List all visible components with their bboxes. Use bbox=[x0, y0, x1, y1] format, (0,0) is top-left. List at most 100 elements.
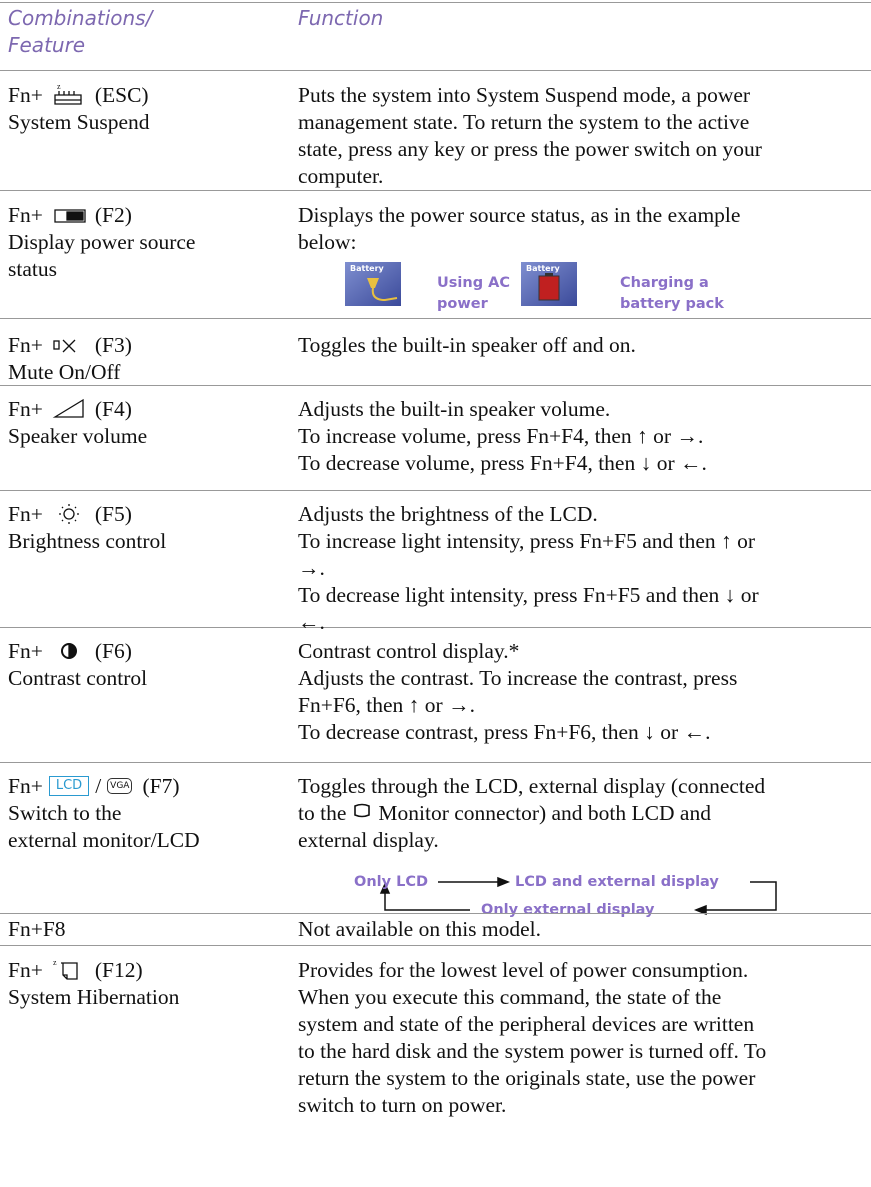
function-text: Displays the power source status, as in … bbox=[298, 203, 741, 227]
header-col2: Function bbox=[298, 6, 384, 30]
key-combo: Fn+ z (F12) bbox=[8, 957, 143, 983]
row-rule bbox=[0, 70, 871, 71]
function-text: Adjusts the brightness of the LCD. bbox=[298, 502, 598, 526]
key-prefix: Fn+ bbox=[8, 639, 43, 663]
key-suffix: (F12) bbox=[94, 958, 143, 982]
row-rule bbox=[0, 762, 871, 763]
function-text: To decrease light intensity, press Fn+F5… bbox=[298, 583, 759, 607]
function-text: Puts the system into System Suspend mode… bbox=[298, 83, 751, 107]
row-rule bbox=[0, 318, 871, 319]
key-combo: Fn+ (F3) bbox=[8, 332, 132, 358]
function-text: state, press any key or press the power … bbox=[298, 137, 762, 161]
key-combo: Fn+ (F4) bbox=[8, 396, 132, 422]
function-text: To decrease volume, press Fn+F4, then ↓ … bbox=[298, 451, 707, 475]
key-suffix: (F5) bbox=[94, 502, 132, 526]
function-text: Contrast control display.* bbox=[298, 639, 520, 663]
header-col1: Feature bbox=[8, 33, 86, 57]
function-text: When you execute this command, the state… bbox=[298, 985, 722, 1009]
diagram-label: Only external display bbox=[481, 902, 655, 918]
row-rule bbox=[0, 385, 871, 386]
feature-name: external monitor/LCD bbox=[8, 828, 200, 852]
function-text: management state. To return the system t… bbox=[298, 110, 750, 134]
function-text: Monitor connector) and both LCD and bbox=[378, 801, 711, 825]
key-prefix: Fn+ bbox=[8, 333, 43, 357]
status-caption: power bbox=[437, 296, 488, 312]
function-text: To decrease contrast, press Fn+F6, then … bbox=[298, 720, 711, 744]
feature-name: System Suspend bbox=[8, 110, 150, 134]
key-suffix: (F6) bbox=[94, 639, 132, 663]
key-prefix: Fn+ bbox=[8, 774, 43, 798]
key-suffix: (F2) bbox=[94, 203, 132, 227]
feature-name: Brightness control bbox=[8, 529, 167, 553]
key-suffix: (F4) bbox=[94, 397, 132, 421]
function-text: switch to turn on power. bbox=[298, 1093, 507, 1117]
key-combo: Fn+ z (ESC) bbox=[8, 82, 149, 108]
key-prefix: Fn+ bbox=[8, 203, 43, 227]
key-combo: Fn+ (F6) bbox=[8, 638, 132, 664]
status-image: Battery bbox=[345, 262, 401, 306]
function-text: Toggles the built-in speaker off and on. bbox=[298, 333, 636, 357]
row-rule bbox=[0, 627, 871, 628]
diagram-label: Only LCD bbox=[354, 874, 429, 890]
svg-text:z: z bbox=[53, 958, 57, 967]
key-prefix: Fn+ bbox=[8, 958, 43, 982]
row-rule bbox=[0, 945, 871, 946]
key-text: Fn+F8 bbox=[8, 917, 66, 941]
svg-text:z: z bbox=[57, 82, 61, 91]
function-text: below: bbox=[298, 230, 357, 254]
function-text: to the hard disk and the system power is… bbox=[298, 1039, 767, 1063]
key-prefix: Fn+ bbox=[8, 83, 43, 107]
key-combo: Fn+ (F5) bbox=[8, 501, 132, 527]
feature-name: Switch to the bbox=[8, 801, 122, 825]
key-prefix: Fn+ bbox=[8, 397, 43, 421]
key-icon bbox=[51, 202, 87, 228]
function-text: Provides for the lowest level of power c… bbox=[298, 958, 749, 982]
diagram-label: LCD and external display bbox=[515, 874, 719, 890]
row-rule bbox=[0, 913, 871, 914]
key-suffix: (ESC) bbox=[94, 83, 149, 107]
status-icon-label: Battery bbox=[350, 264, 385, 273]
status-caption: Charging a bbox=[620, 275, 709, 291]
function-text: to the Monitor connector) and both LCD an… bbox=[298, 800, 711, 826]
key-combo: Fn+ (F2) bbox=[8, 202, 132, 228]
key-icon: z bbox=[51, 957, 87, 983]
status-icon-label: Battery bbox=[526, 264, 561, 273]
function-text: return the system to the originals state… bbox=[298, 1066, 756, 1090]
row-rule bbox=[0, 190, 871, 191]
function-text: system and state of the peripheral devic… bbox=[298, 1012, 755, 1036]
row-rule bbox=[0, 2, 871, 3]
function-text: computer. bbox=[298, 164, 384, 188]
function-text: Not available on this model. bbox=[298, 917, 542, 941]
feature-name: System Hibernation bbox=[8, 985, 180, 1009]
key-icon bbox=[51, 332, 87, 358]
key-icon bbox=[51, 501, 87, 527]
function-text: To increase volume, press Fn+F4, then ↑ … bbox=[298, 424, 704, 448]
function-text: Toggles through the LCD, external displa… bbox=[298, 774, 766, 798]
feature-name: Contrast control bbox=[8, 666, 148, 690]
feature-name: Display power source bbox=[8, 230, 196, 254]
function-text: Adjusts the contrast. To increase the co… bbox=[298, 666, 738, 690]
key-suffix: (F3) bbox=[94, 333, 132, 357]
row-rule bbox=[0, 490, 871, 491]
status-caption: battery pack bbox=[620, 296, 724, 312]
function-text: To increase light intensity, press Fn+F5… bbox=[298, 529, 756, 553]
key-icon bbox=[51, 638, 87, 664]
function-text: external display. bbox=[298, 828, 439, 852]
feature-name: status bbox=[8, 257, 57, 281]
function-text: →. bbox=[298, 556, 325, 580]
function-text: ←. bbox=[298, 610, 325, 634]
key-icon: z bbox=[51, 82, 87, 108]
function-text: Fn+F6, then ↑ or →. bbox=[298, 693, 475, 717]
feature-name: Speaker volume bbox=[8, 424, 148, 448]
status-image: Battery bbox=[521, 262, 577, 306]
key-suffix: (F7) bbox=[142, 774, 180, 798]
key-combo: Fn+ LCD / VGA (F7) bbox=[8, 773, 180, 799]
vga-key: VGA bbox=[107, 778, 133, 794]
function-text: to the bbox=[298, 801, 347, 825]
key-icon bbox=[51, 396, 87, 422]
status-caption: Using AC bbox=[437, 275, 510, 291]
key-icon bbox=[352, 800, 372, 826]
header-col1: Combinations/ bbox=[8, 6, 153, 30]
lcd-key: LCD bbox=[48, 776, 90, 796]
